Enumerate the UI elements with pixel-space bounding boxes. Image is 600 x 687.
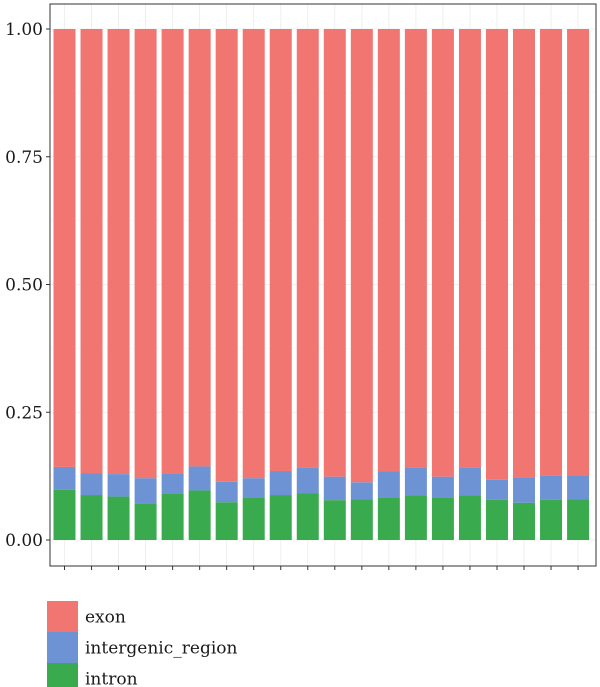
bar-segment-intergenic-region [134, 478, 157, 504]
bar-segment-exon [188, 29, 211, 467]
bar-segment-intron [458, 495, 481, 540]
bar-segment-exon [134, 29, 157, 479]
y-tick-label: 0.75 [5, 148, 43, 168]
bar-segment-intergenic-region [269, 471, 292, 496]
y-axis: 0.00 0.25 0.50 0.75 1.00 [5, 20, 579, 570]
bar-segment-exon [567, 29, 590, 476]
legend-key-exon [47, 601, 78, 632]
bar-segment-exon [296, 29, 319, 468]
bar-segment-exon [53, 29, 76, 467]
bar-segment-intron [540, 499, 563, 540]
bar-segment-exon [161, 29, 184, 474]
bar-segment-intron [242, 497, 265, 540]
bar-segment-intron [134, 503, 157, 540]
bar-segment-intergenic-region [377, 471, 400, 498]
bar-segment-intergenic-region [485, 479, 508, 500]
y-tick-label: 0.25 [5, 403, 43, 423]
bars-group [53, 29, 590, 540]
legend-key-intron [47, 663, 78, 687]
bar-segment-intergenic-region [215, 481, 238, 503]
bar-segment-exon [458, 29, 481, 468]
bar-segment-intergenic-region [540, 475, 563, 500]
legend-key-intergenic-region [47, 632, 78, 663]
bar-segment-exon [323, 29, 346, 477]
bar-segment-intron [107, 496, 130, 540]
bar-segment-intron [404, 495, 427, 540]
bar-segment-intergenic-region [53, 466, 76, 490]
bar-segment-exon [485, 29, 508, 480]
bar-segment-intron [485, 499, 508, 540]
bar-segment-intergenic-region [242, 478, 265, 498]
bar-segment-intergenic-region [513, 477, 536, 503]
bar-segment-intron [80, 495, 103, 540]
bar-segment-exon [215, 29, 238, 482]
bar-segment-intron [567, 499, 590, 540]
bar-segment-intergenic-region [350, 482, 373, 500]
bar-segment-intron [188, 490, 211, 540]
bar-segment-exon [80, 29, 103, 474]
bar-segment-intergenic-region [323, 476, 346, 501]
bar-segment-intron [269, 495, 292, 540]
bar-segment-exon [513, 29, 536, 478]
bar-segment-intergenic-region [80, 473, 103, 496]
bar-segment-exon [377, 29, 400, 472]
y-tick-label: 1.00 [5, 20, 43, 40]
legend-label: intergenic_region [85, 639, 237, 659]
bar-segment-exon [107, 29, 130, 475]
bar-segment-intron [296, 493, 319, 540]
bar-segment-intergenic-region [458, 467, 481, 496]
bar-segment-intergenic-region [107, 474, 130, 497]
bar-segment-intron [161, 494, 184, 540]
bar-segment-exon [404, 29, 427, 468]
bar-segment-intergenic-region [404, 467, 427, 496]
y-tick-label: 0.00 [5, 531, 43, 551]
bar-segment-intergenic-region [188, 466, 211, 491]
bar-segment-exon [431, 29, 454, 477]
y-tick-label: 0.50 [5, 276, 43, 296]
bar-segment-exon [269, 29, 292, 472]
bar-segment-intergenic-region [567, 475, 590, 500]
plot-border [49, 3, 597, 567]
bar-segment-intergenic-region [296, 467, 319, 494]
bar-segment-intron [53, 489, 76, 540]
bar-segment-intron [350, 499, 373, 540]
bar-segment-intron [377, 497, 400, 540]
bar-segment-exon [350, 29, 373, 483]
bar-segment-intergenic-region [161, 473, 184, 495]
bar-segment-intron [215, 502, 238, 540]
bar-segment-intron [431, 497, 454, 540]
bar-segment-exon [242, 29, 265, 479]
bar-segment-intron [513, 502, 536, 540]
bar-segment-intergenic-region [431, 476, 454, 498]
legend-label: intron [85, 670, 138, 687]
bar-segment-intron [323, 500, 346, 540]
legend-label: exon [85, 608, 126, 628]
bar-segment-exon [540, 29, 563, 476]
